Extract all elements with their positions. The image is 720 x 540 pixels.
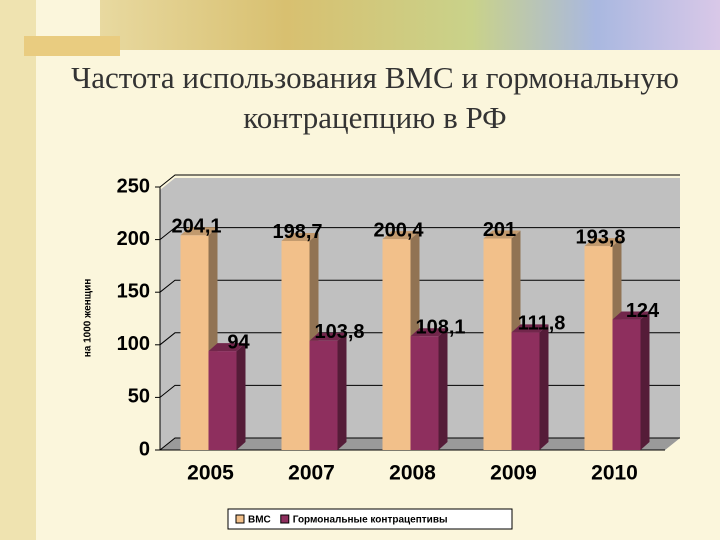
bar-top [208, 343, 246, 352]
bar-top [382, 231, 420, 240]
legend-label: Гормональные контрацептивы [293, 515, 448, 526]
legend-box [227, 508, 513, 530]
value-label: 108,1 [415, 317, 465, 339]
value-label: 94 [227, 331, 250, 353]
value-label: 204,1 [171, 216, 221, 238]
y-tick-label: 100 [117, 333, 150, 355]
grid-line [159, 174, 680, 188]
legend-swatch [280, 514, 290, 524]
bar [281, 240, 310, 450]
left-stripe [0, 0, 36, 540]
value-label: 198,7 [272, 221, 322, 243]
bar-side [640, 311, 650, 450]
y-tick-label: 150 [117, 280, 150, 302]
bar-top [612, 311, 650, 320]
bar-top [410, 328, 448, 337]
y-axis-label: на 1000 женщин [83, 279, 94, 358]
x-tick-label: 2009 [490, 462, 537, 485]
value-label: 111,8 [518, 313, 566, 335]
x-tick-label: 2007 [288, 462, 335, 485]
bar-side [236, 343, 246, 450]
bar-top [483, 230, 521, 239]
bar [208, 351, 237, 450]
bar [180, 235, 209, 450]
bar [511, 332, 540, 450]
bar-side [438, 328, 448, 450]
bar-top [309, 332, 347, 341]
bar-side [539, 324, 549, 450]
bar-side [337, 332, 347, 450]
bar-top [180, 227, 218, 236]
bar [382, 239, 411, 450]
legend-label: ВМС [248, 515, 271, 526]
bar [309, 340, 338, 450]
banner-accent [24, 36, 120, 56]
value-label: 200,4 [373, 219, 424, 241]
x-tick-label: 2005 [187, 462, 234, 485]
value-label: 124 [626, 300, 660, 322]
bar [584, 246, 613, 450]
bar-top [511, 324, 549, 333]
value-label: 201 [483, 219, 516, 241]
x-tick-label: 2010 [591, 462, 638, 485]
legend-swatch [235, 514, 245, 524]
y-tick-label: 50 [128, 386, 150, 408]
x-tick-label: 2008 [389, 462, 436, 485]
banner [100, 0, 720, 50]
bar-top [281, 232, 319, 241]
title: Частота использования ВМС и гормональную… [71, 60, 679, 135]
bar [410, 336, 439, 450]
y-tick-label: 0 [139, 438, 150, 460]
y-tick-label: 200 [117, 228, 150, 250]
value-label: 193,8 [575, 226, 625, 248]
bar [612, 319, 641, 450]
grid-line [159, 227, 680, 240]
bar [483, 238, 512, 450]
y-tick-label: 250 [117, 175, 150, 197]
bar-top [584, 238, 622, 247]
value-label: 103,8 [314, 321, 364, 343]
